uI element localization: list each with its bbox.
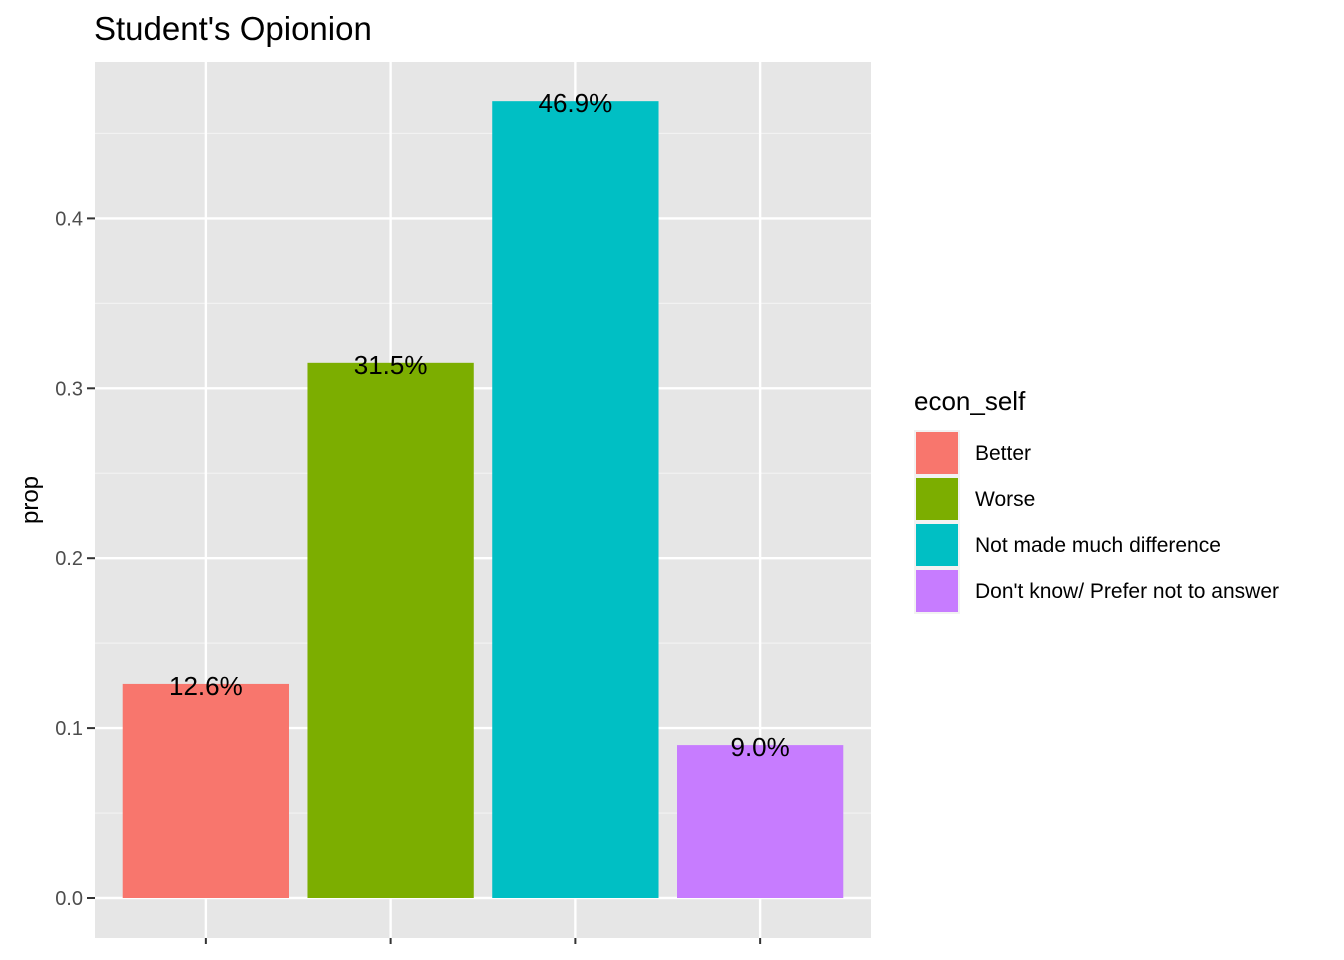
data-label: 31.5% <box>354 350 428 380</box>
legend-swatch <box>916 478 958 520</box>
legend-title: econ_self <box>914 386 1026 416</box>
legend-label: Worse <box>975 488 1035 511</box>
y-tick-label: 0.0 <box>55 888 83 910</box>
legend: econ_self Better Worse Not made much diffe… <box>914 386 1279 614</box>
y-tick-label: 0.1 <box>55 718 83 740</box>
data-label: 12.6% <box>169 671 243 701</box>
y-tick-label: 0.4 <box>55 208 83 230</box>
bars-group <box>122 101 844 898</box>
data-label: 9.0% <box>731 732 790 762</box>
chart-title: Student's Opionion <box>94 10 372 47</box>
bar-3 <box>492 101 659 898</box>
y-axis: 0.0 0.1 0.2 0.3 0.4 <box>55 208 762 944</box>
legend-label: Not made much difference <box>975 534 1221 557</box>
legend-swatch <box>916 524 958 566</box>
data-labels-group: 12.6% 31.5% 46.9% 9.0% <box>169 88 790 762</box>
bar-2 <box>307 362 474 898</box>
y-axis-label: prop <box>17 476 44 524</box>
bar-4 <box>677 745 844 898</box>
y-tick-label: 0.3 <box>55 378 83 400</box>
legend-swatch <box>916 570 958 612</box>
bar-1 <box>122 683 289 898</box>
data-label: 46.9% <box>539 88 613 118</box>
legend-label: Better <box>975 442 1031 465</box>
y-tick-label: 0.2 <box>55 548 83 570</box>
legend-label: Don't know/ Prefer not to answer <box>975 580 1279 603</box>
legend-swatch <box>916 432 958 474</box>
